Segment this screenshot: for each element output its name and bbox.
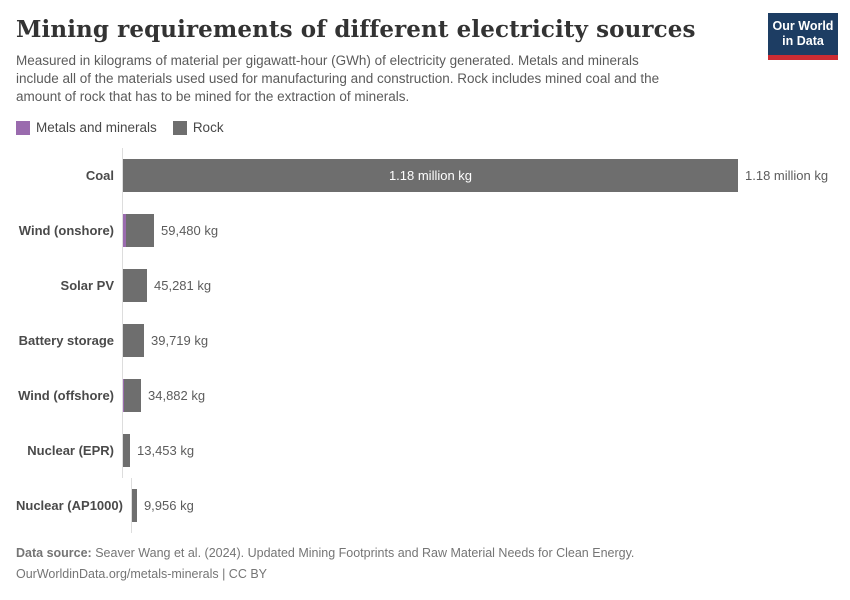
chart-subtitle: Measured in kilograms of material per gi…	[16, 52, 834, 106]
legend-swatch-rock-icon	[172, 120, 187, 135]
bar-area: 1.18 million kg 1.18 million kg	[122, 148, 834, 203]
footer-source-text: Seaver Wang et al. (2024). Updated Minin…	[95, 546, 635, 560]
chart-subtitle-line: include all of the materials used used f…	[16, 71, 660, 86]
footer-source-label: Data source:	[16, 546, 92, 560]
chart-title: Mining requirements of different electri…	[16, 16, 696, 43]
bar-segment-metals	[123, 214, 126, 247]
bar-area: 59,480 kg	[122, 203, 834, 258]
bar-area: 9,956 kg	[130, 478, 834, 533]
bar[interactable]	[123, 214, 154, 247]
category-label: Nuclear (EPR)	[27, 443, 114, 458]
bar-area: 45,281 kg	[122, 258, 834, 313]
bar-inside-value-label: 1.18 million kg	[388, 168, 473, 183]
chart-row: Battery storage 39,719 kg	[16, 313, 834, 368]
bar-area: 34,882 kg	[122, 368, 834, 423]
bar-value-label: 1.18 million kg	[745, 168, 829, 183]
footer-license-line: OurWorldinData.org/metals-minerals | CC …	[16, 567, 268, 581]
owid-logo: Our World in Data	[768, 13, 838, 60]
chart-row: Wind (offshore) 34,882 kg	[16, 368, 834, 423]
chart-row: Nuclear (AP1000) 9,956 kg	[16, 478, 834, 533]
legend-label-metals: Metals and minerals	[36, 120, 157, 135]
chart-row: Coal 1.18 million kg 1.18 million kg	[16, 148, 834, 203]
category-label: Wind (onshore)	[18, 223, 114, 238]
bar-value-label: 45,281 kg	[154, 278, 212, 293]
chart-row: Wind (onshore) 59,480 kg	[16, 203, 834, 258]
legend-item-metals: Metals and minerals	[16, 120, 157, 135]
bar[interactable]	[123, 269, 147, 302]
bar[interactable]: 1.18 million kg	[123, 159, 738, 192]
plot-rows: Coal 1.18 million kg 1.18 million kg Wind (…	[16, 148, 834, 533]
category-label: Nuclear (AP1000)	[16, 498, 123, 513]
owid-logo-line1: Our World	[772, 19, 834, 33]
category-label: Coal	[85, 168, 114, 183]
category-label: Solar PV	[60, 278, 114, 293]
bar-segment-metals	[123, 379, 124, 412]
chart-card: Our World in Data Mining requirements of…	[16, 13, 838, 585]
chart-row: Solar PV 45,281 kg	[16, 258, 834, 313]
bar-chart: Coal 1.18 million kg 1.18 million kg Wind (…	[16, 148, 834, 533]
bar-value-label: 59,480 kg	[161, 223, 219, 238]
bar[interactable]	[131, 489, 137, 522]
bar[interactable]	[123, 379, 141, 412]
bar[interactable]	[123, 434, 130, 467]
legend-label-rock: Rock	[192, 120, 224, 135]
bar-value-label: 13,453 kg	[137, 443, 195, 458]
owid-logo-line2: in Data	[782, 33, 824, 48]
bar[interactable]	[123, 324, 144, 357]
legend: Metals and minerals Rock	[16, 120, 834, 135]
chart-footer: Data source: Seaver Wang et al. (2024). …	[16, 543, 834, 585]
bar-value-label: 9,956 kg	[143, 498, 194, 513]
bar-area: 13,453 kg	[122, 423, 834, 478]
footer-source-line: Data source: Seaver Wang et al. (2024). …	[16, 543, 834, 564]
chart-subtitle-line: Measured in kilograms of material per gi…	[16, 53, 639, 68]
legend-item-rock: Rock	[172, 120, 224, 135]
legend-swatch-metals-icon	[16, 120, 30, 135]
category-label: Battery storage	[18, 333, 114, 348]
chart-row: Nuclear (EPR) 13,453 kg	[16, 423, 834, 478]
bar-value-label: 34,882 kg	[148, 388, 206, 403]
bar-value-label: 39,719 kg	[151, 333, 209, 348]
chart-subtitle-line: amount of rock that has to be mined for …	[16, 89, 410, 104]
bar-area: 39,719 kg	[122, 313, 834, 368]
category-label: Wind (offshore)	[18, 388, 114, 403]
